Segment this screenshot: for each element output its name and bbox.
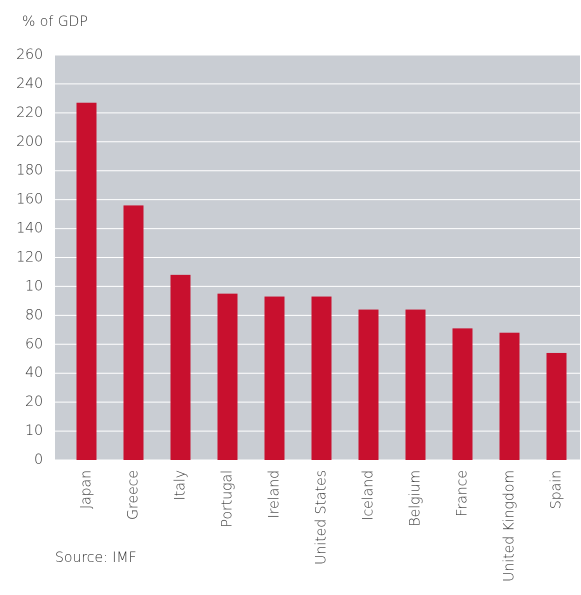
y-tick-label: 180	[16, 163, 43, 179]
y-tick-label: 140	[16, 221, 43, 237]
y-axis-label: % of GDP	[22, 14, 88, 30]
x-tick-label: Italy	[173, 470, 189, 500]
bar	[358, 309, 379, 460]
y-tick-label: 220	[16, 105, 43, 121]
y-tick-label: 40	[25, 365, 43, 381]
bar	[123, 205, 144, 460]
x-tick-label: Ireland	[267, 470, 283, 518]
y-tick-label: 0	[34, 452, 43, 468]
bar	[217, 293, 238, 460]
bar	[170, 274, 191, 460]
x-tick-label: Belgium	[408, 470, 424, 526]
y-tick-label: 80	[25, 307, 43, 323]
y-tick-label: 20	[25, 394, 43, 410]
y-tick-label: 240	[16, 76, 43, 92]
y-tick-label: 10	[25, 278, 43, 294]
x-tick-label: France	[455, 470, 471, 517]
x-tick-label: United States	[314, 470, 330, 565]
y-tick-label: 160	[16, 192, 43, 208]
y-tick-label: 260	[16, 47, 43, 63]
bar	[264, 296, 285, 460]
source-note: Source: IMF	[55, 550, 137, 566]
x-tick-label: Japan	[79, 470, 95, 509]
x-tick-label: Portugal	[220, 470, 236, 528]
bar	[499, 332, 520, 460]
y-tick-label: 200	[16, 134, 43, 150]
y-tick-label: 60	[25, 336, 43, 352]
bar	[311, 296, 332, 460]
y-tick-label: 120	[16, 250, 43, 266]
bar	[405, 309, 426, 460]
x-tick-label: Iceland	[361, 470, 377, 521]
y-tick-label: 10	[25, 423, 43, 439]
bar	[76, 102, 97, 460]
x-tick-label: Spain	[549, 470, 565, 509]
bar	[452, 328, 473, 460]
bar	[546, 352, 567, 460]
x-tick-label: United Kingdom	[502, 470, 518, 582]
x-tick-label: Greece	[126, 470, 142, 520]
